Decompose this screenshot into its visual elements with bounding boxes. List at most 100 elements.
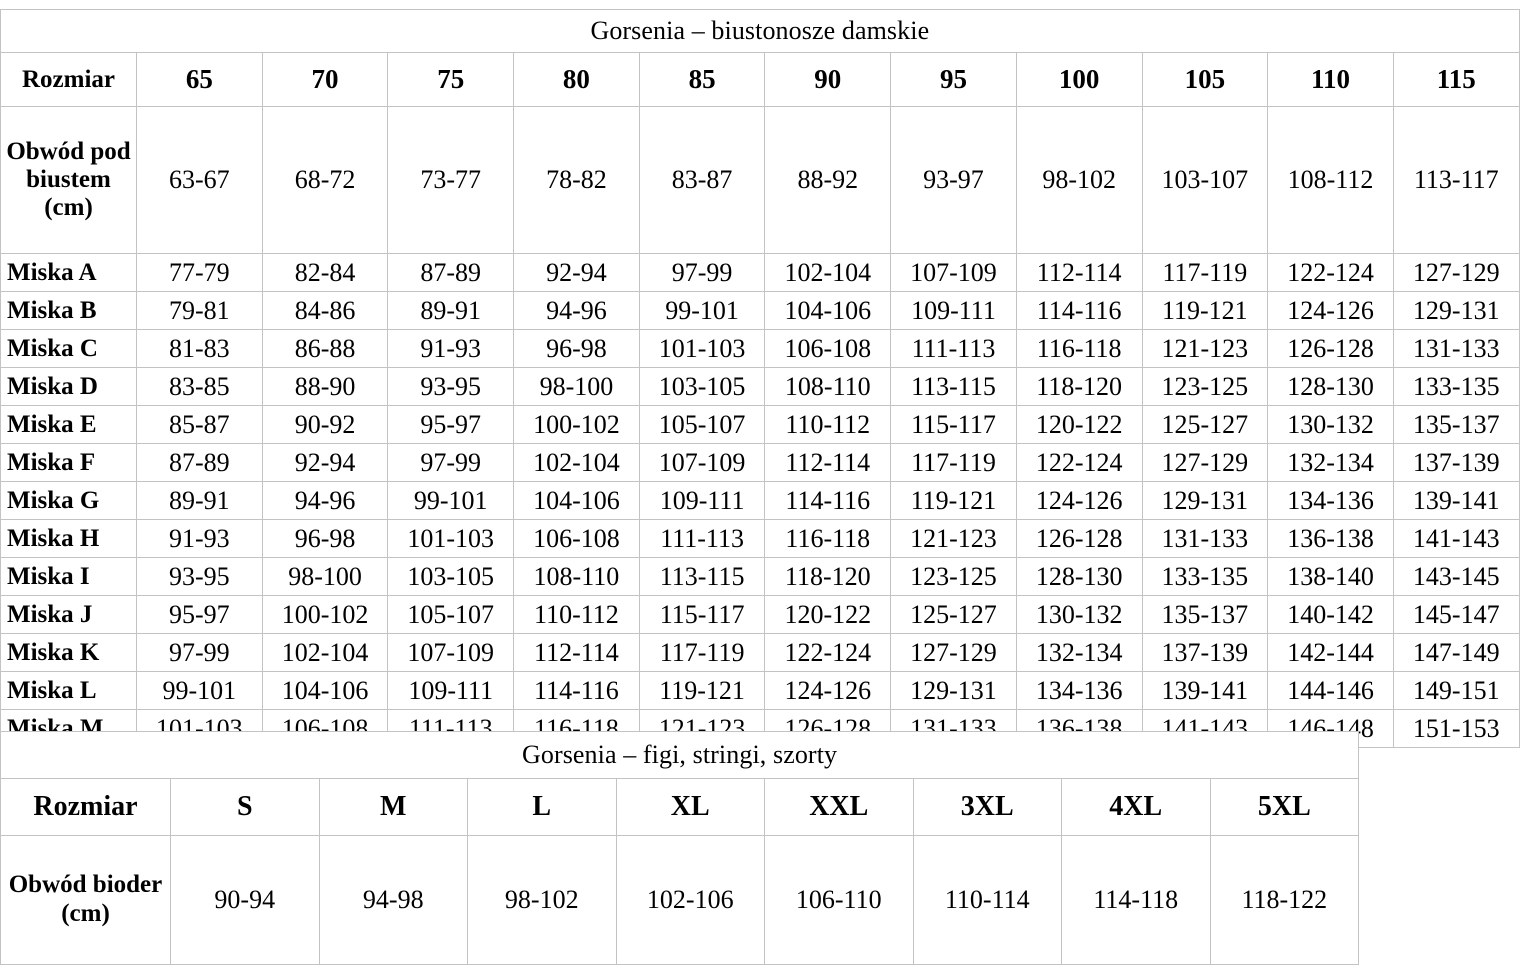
cup-measurement: 111-113	[638, 519, 766, 558]
cup-measurement: 102-104	[513, 443, 640, 482]
cup-measurement: 112-114	[764, 443, 892, 482]
cup-measurement: 116-118	[764, 519, 892, 558]
size-header-M: M	[318, 778, 468, 836]
cup-measurement: 96-98	[261, 519, 389, 558]
cup-measurement: 106-108	[513, 519, 640, 558]
table-title: Gorsenia – biustonosze damskie	[0, 9, 1520, 53]
cup-measurement: 99-101	[638, 291, 766, 330]
table-row: Miska A 77-79 82-84 87-89 92-94 97-99 102-104 1…	[0, 253, 1520, 292]
cup-measurement: 133-135	[1141, 557, 1269, 596]
cup-measurement: 121-123	[1141, 329, 1269, 368]
table-title: Gorsenia – figi, stringi, szorty	[0, 731, 1360, 779]
hips-value: 98-102	[467, 835, 617, 965]
underbust-value: 63-67	[136, 106, 263, 254]
cup-measurement: 130-132	[1015, 595, 1143, 634]
cup-measurement: 143-145	[1392, 557, 1520, 596]
cup-measurement: 103-105	[387, 557, 515, 596]
cup-measurement: 99-101	[387, 481, 515, 520]
table-row: Miska I 93-95 98-100 103-105 108-110 113-115 1…	[0, 557, 1520, 596]
cup-measurement: 129-131	[1392, 291, 1520, 330]
cup-measurement: 109-111	[638, 481, 766, 520]
hips-label: Obwód bioder (cm)	[0, 835, 171, 965]
cup-measurement: 134-136	[1015, 671, 1143, 710]
cup-measurement: 107-109	[387, 633, 515, 672]
cup-measurement: 119-121	[890, 481, 1017, 520]
cup-measurement: 120-122	[764, 595, 892, 634]
cup-measurement: 119-121	[638, 671, 766, 710]
size-header-75: 75	[387, 52, 515, 107]
hips-value: 106-110	[764, 835, 914, 965]
size-header-85: 85	[638, 52, 766, 107]
cup-label: Miska L	[0, 671, 137, 710]
cup-measurement: 127-129	[890, 633, 1017, 672]
size-header-3XL: 3XL	[912, 778, 1062, 836]
cup-measurement: 122-124	[1015, 443, 1143, 482]
table-row: Miska F 87-89 92-94 97-99 102-104 107-109 112-…	[0, 443, 1520, 482]
cup-measurement: 147-149	[1392, 633, 1520, 672]
cup-measurement: 113-115	[638, 557, 766, 596]
underbust-value: 78-82	[513, 106, 640, 254]
table-row: Miska E 85-87 90-92 95-97 100-102 105-107 110-…	[0, 405, 1520, 444]
cup-measurement: 105-107	[638, 405, 766, 444]
cup-measurement: 88-90	[261, 367, 389, 406]
cup-measurement: 112-114	[1015, 253, 1143, 292]
cup-measurement: 124-126	[1015, 481, 1143, 520]
cup-measurement: 83-85	[136, 367, 263, 406]
cup-measurement: 100-102	[513, 405, 640, 444]
hips-value: 90-94	[170, 835, 320, 965]
cup-measurement: 108-110	[513, 557, 640, 596]
cup-measurement: 120-122	[1015, 405, 1143, 444]
cup-measurement: 107-109	[890, 253, 1017, 292]
cup-measurement: 137-139	[1141, 633, 1269, 672]
cup-measurement: 102-104	[764, 253, 892, 292]
cup-measurement: 118-120	[1015, 367, 1143, 406]
cup-measurement: 94-96	[513, 291, 640, 330]
cup-measurement: 101-103	[638, 329, 766, 368]
cup-measurement: 109-111	[387, 671, 515, 710]
cup-measurement: 144-146	[1267, 671, 1394, 710]
table-row: Miska J 95-97 100-102 105-107 110-112 115-117…	[0, 595, 1520, 634]
cup-measurement: 129-131	[1141, 481, 1269, 520]
underbust-value: 113-117	[1392, 106, 1520, 254]
cup-measurement: 79-81	[136, 291, 263, 330]
cup-label: Miska H	[0, 519, 137, 558]
cup-measurement: 125-127	[1141, 405, 1269, 444]
size-header-XL: XL	[615, 778, 765, 836]
cup-measurement: 132-134	[1015, 633, 1143, 672]
cup-measurement: 142-144	[1267, 633, 1394, 672]
cup-measurement: 133-135	[1392, 367, 1520, 406]
cup-label: Miska A	[0, 253, 137, 292]
cup-measurement: 86-88	[261, 329, 389, 368]
size-header-65: 65	[136, 52, 263, 107]
cup-measurement: 93-95	[136, 557, 263, 596]
cup-measurement: 124-126	[764, 671, 892, 710]
size-header-5XL: 5XL	[1209, 778, 1360, 836]
panty-size-table: Gorsenia – figi, stringi, szorty Rozmiar S…	[0, 731, 1360, 965]
size-header-90: 90	[764, 52, 892, 107]
hips-value: 114-118	[1061, 835, 1211, 965]
cup-measurement: 104-106	[764, 291, 892, 330]
cup-measurement: 131-133	[1392, 329, 1520, 368]
cup-measurement: 110-112	[513, 595, 640, 634]
cup-measurement: 145-147	[1392, 595, 1520, 634]
size-header-S: S	[170, 778, 320, 836]
cup-measurement: 130-132	[1267, 405, 1394, 444]
cup-measurement: 117-119	[890, 443, 1017, 482]
cup-measurement: 113-115	[890, 367, 1017, 406]
cup-measurement: 98-100	[261, 557, 389, 596]
cup-measurement: 90-92	[261, 405, 389, 444]
size-header-105: 105	[1141, 52, 1269, 107]
cup-measurement: 89-91	[136, 481, 263, 520]
cup-measurement: 126-128	[1015, 519, 1143, 558]
table-row: Miska G 89-91 94-96 99-101 104-106 109-111 114…	[0, 481, 1520, 520]
cup-measurement: 139-141	[1141, 671, 1269, 710]
cup-label: Miska J	[0, 595, 137, 634]
cup-measurement: 91-93	[136, 519, 263, 558]
cup-label: Miska K	[0, 633, 137, 672]
hips-value: 110-114	[912, 835, 1062, 965]
cup-measurement: 128-130	[1015, 557, 1143, 596]
cup-measurement: 108-110	[764, 367, 892, 406]
cup-measurement: 123-125	[1141, 367, 1269, 406]
cup-measurement: 87-89	[387, 253, 515, 292]
underbust-value: 83-87	[638, 106, 766, 254]
